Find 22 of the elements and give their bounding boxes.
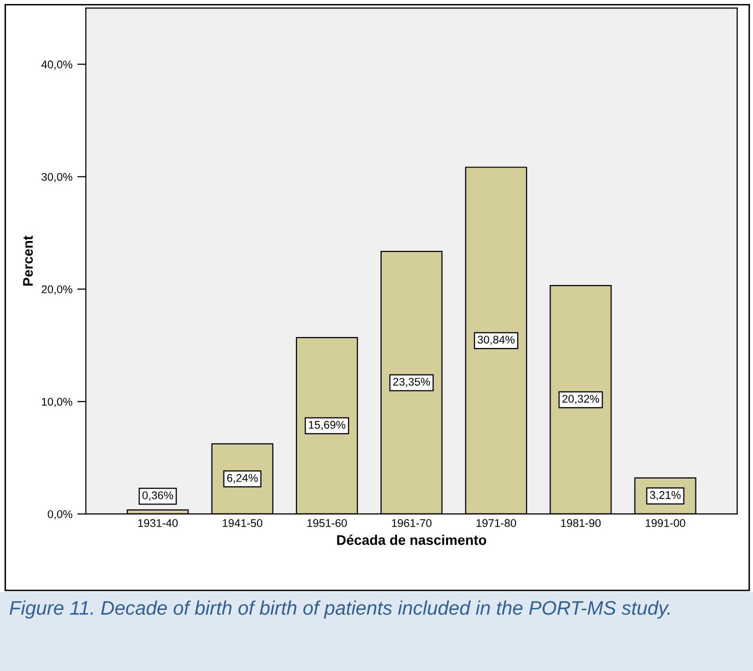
x-tick-label: 1991-00: [646, 519, 686, 528]
data-label: 0,36%: [142, 491, 174, 501]
x-tick-label: 1941-50: [222, 519, 262, 528]
x-tick-label: 1931-40: [138, 519, 178, 528]
data-label: 23,35%: [393, 378, 430, 388]
y-tick-label: 30,0%: [42, 172, 72, 182]
data-label: 15,69%: [308, 420, 346, 430]
x-tick-label: 1951-60: [307, 519, 347, 528]
data-label: 30,84%: [478, 336, 515, 345]
y-tick-label: 0,0%: [48, 510, 72, 520]
y-tick-label: 10,0%: [42, 398, 72, 408]
y-tick-label: 40,0%: [41, 60, 72, 70]
data-label: 6,24%: [227, 474, 258, 484]
caption: Figure 11. Decade of birth of birth of patients included in the PORT-MS study.: [10, 600, 670, 619]
data-label: 20,32%: [562, 394, 600, 404]
x-tick-label: 1961-70: [392, 519, 432, 528]
y-tick-label: 20,0%: [42, 285, 72, 295]
data-label: 3,21%: [650, 491, 681, 500]
x-axis-title: Década de nascimento: [337, 534, 486, 545]
x-tick-label: 1981-90: [561, 519, 601, 528]
x-tick-label: 1971-80: [476, 519, 516, 528]
y-axis-title: Percent: [23, 236, 33, 286]
